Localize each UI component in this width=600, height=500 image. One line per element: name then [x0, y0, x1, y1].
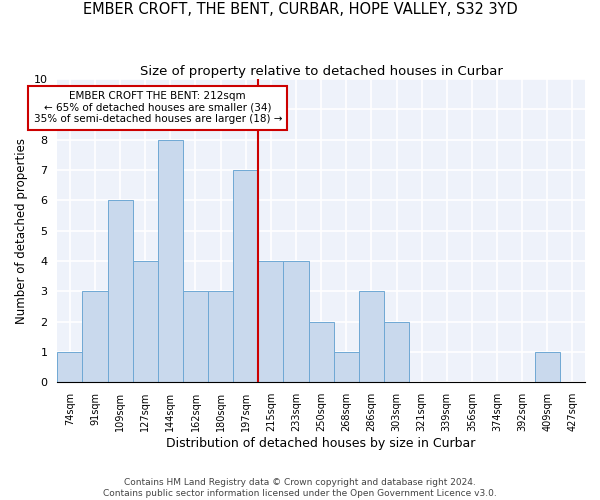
Bar	[259, 261, 283, 382]
Bar	[308, 322, 334, 382]
Text: EMBER CROFT, THE BENT, CURBAR, HOPE VALLEY, S32 3YD: EMBER CROFT, THE BENT, CURBAR, HOPE VALL…	[83, 2, 517, 18]
Title: Size of property relative to detached houses in Curbar: Size of property relative to detached ho…	[140, 65, 503, 78]
Bar	[233, 170, 259, 382]
Text: EMBER CROFT THE BENT: 212sqm
← 65% of detached houses are smaller (34)
35% of se: EMBER CROFT THE BENT: 212sqm ← 65% of de…	[34, 92, 282, 124]
Bar	[133, 261, 158, 382]
Text: Contains HM Land Registry data © Crown copyright and database right 2024.
Contai: Contains HM Land Registry data © Crown c…	[103, 478, 497, 498]
Bar	[283, 261, 308, 382]
X-axis label: Distribution of detached houses by size in Curbar: Distribution of detached houses by size …	[166, 437, 476, 450]
Bar	[57, 352, 82, 382]
Bar	[158, 140, 183, 382]
Bar	[183, 292, 208, 382]
Bar	[334, 352, 359, 382]
Bar	[384, 322, 409, 382]
Bar	[359, 292, 384, 382]
Bar	[535, 352, 560, 382]
Bar	[82, 292, 107, 382]
Bar	[208, 292, 233, 382]
Y-axis label: Number of detached properties: Number of detached properties	[15, 138, 28, 324]
Bar	[107, 200, 133, 382]
